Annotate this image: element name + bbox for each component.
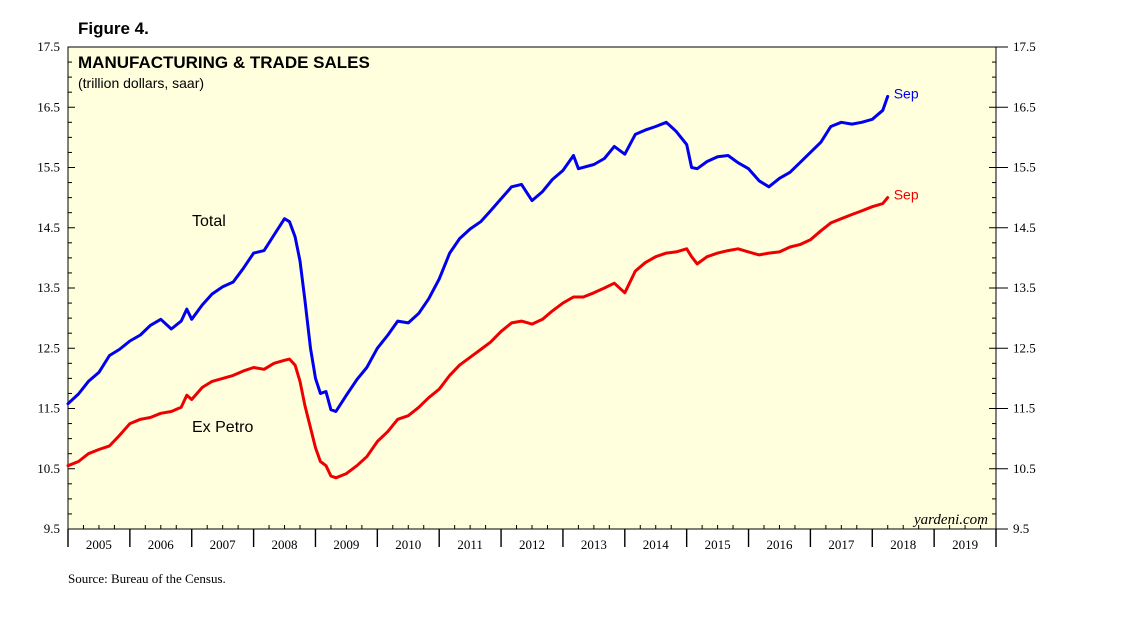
y-tick-label-right: 11.5: [1013, 401, 1035, 416]
x-tick-label: 2019: [952, 537, 978, 552]
plot-area: [67, 46, 997, 530]
y-tick-label-left: 9.5: [44, 521, 60, 536]
y-tick-label-left: 13.5: [37, 280, 60, 295]
y-tick-label-right: 16.5: [1013, 99, 1036, 114]
series-end-label-total: Sep: [894, 85, 919, 101]
source-note: Source: Bureau of the Census.: [68, 571, 226, 586]
x-tick-label: 2010: [395, 537, 421, 552]
x-tick-label: 2015: [705, 537, 731, 552]
y-tick-label-left: 16.5: [37, 99, 60, 114]
y-tick-label-right: 17.5: [1013, 39, 1036, 54]
series-label-total: Total: [192, 213, 226, 230]
x-tick-label: 2007: [210, 537, 237, 552]
y-tick-label-left: 11.5: [38, 401, 60, 416]
x-tick-label: 2006: [148, 537, 175, 552]
x-tick-label: 2016: [766, 537, 793, 552]
x-tick-label: 2012: [519, 537, 545, 552]
y-tick-label-right: 9.5: [1013, 521, 1029, 536]
series-layer: Sep Sep: [66, 85, 919, 480]
series-label-ex-petro: Ex Petro: [192, 419, 253, 436]
series-line-total: [66, 94, 890, 413]
x-tick-label: 2011: [457, 537, 483, 552]
y-axis-left: 9.5 10.5 11.5 12.5 13.5 14.5 15.5 16.5 17.5: [37, 39, 75, 536]
x-axis: 2005 2006 2007 2008 2009 2010 2011 2012 2013 2014…: [67, 525, 997, 552]
y-tick-label-left: 15.5: [37, 160, 60, 175]
watermark: yardeni.com: [912, 512, 988, 528]
y-tick-label-right: 14.5: [1013, 220, 1036, 235]
series-end-label-ex-petro: Sep: [894, 187, 919, 203]
x-tick-label: 2018: [890, 537, 916, 552]
chart-subtitle: (trillion dollars, saar): [78, 75, 204, 91]
y-tick-label-left: 14.5: [37, 220, 60, 235]
y-tick-label-left: 12.5: [37, 340, 60, 355]
y-tick-label-left: 17.5: [37, 39, 60, 54]
x-tick-label: 2017: [828, 537, 855, 552]
series-line-ex-petro: [66, 196, 890, 480]
x-tick-label: 2009: [333, 537, 359, 552]
figure-label: Figure 4.: [78, 19, 149, 38]
x-tick-label: 2014: [643, 537, 670, 552]
y-tick-label-left: 10.5: [37, 461, 60, 476]
x-tick-label: 2005: [86, 537, 112, 552]
y-tick-label-right: 12.5: [1013, 340, 1036, 355]
y-tick-label-right: 10.5: [1013, 461, 1036, 476]
x-tick-label: 2013: [581, 537, 607, 552]
y-tick-label-right: 15.5: [1013, 160, 1036, 175]
x-tick-label: 2008: [272, 537, 298, 552]
y-tick-label-right: 13.5: [1013, 280, 1036, 295]
chart-title: MANUFACTURING & TRADE SALES: [78, 53, 370, 72]
y-axis-right: 9.5 10.5 11.5 12.5 13.5 14.5 15.5 16.5 17.5: [989, 39, 1036, 536]
